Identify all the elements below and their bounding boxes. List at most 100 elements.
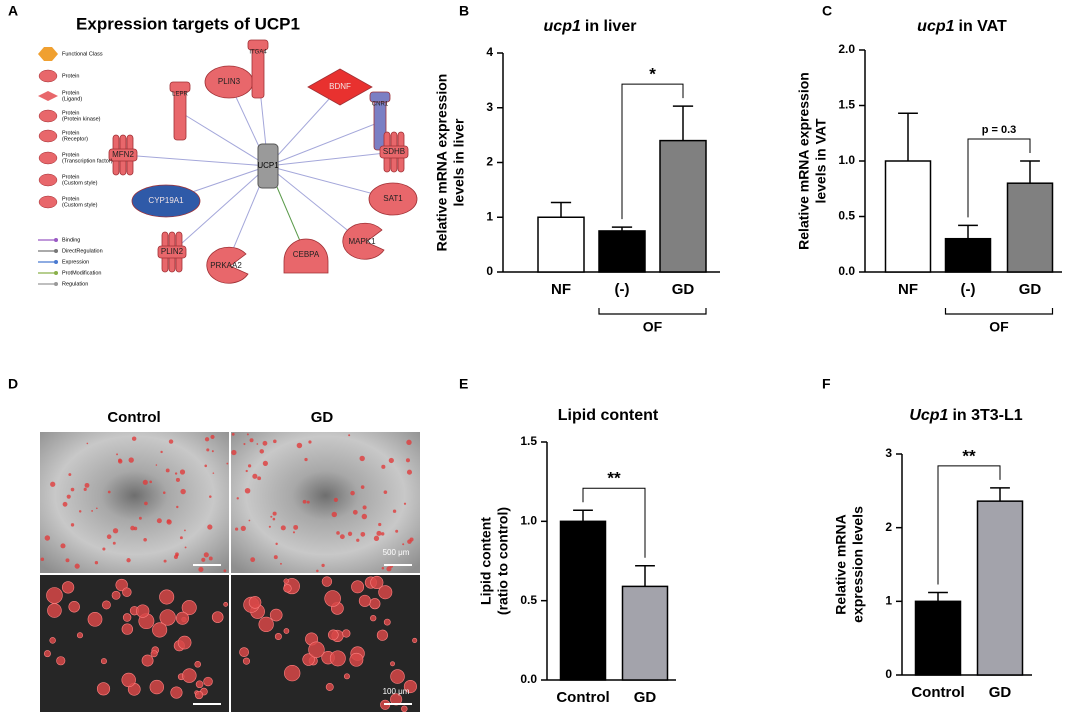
network-node [131,184,201,218]
micrograph-cell [194,660,201,668]
micrograph-cell [76,632,84,639]
group-label: OF [643,319,663,335]
legend-label: Expression [62,259,89,265]
micrograph-cell [168,439,174,444]
micrograph-cell [386,566,392,572]
micrograph-cell [356,538,360,542]
micrograph-cell [212,472,215,474]
legend-icon [38,151,58,165]
micrograph-cell [321,576,333,587]
micrograph-cell [50,481,56,487]
y-tick-label: 2 [486,155,493,169]
image-panel: Control GD 500 μm 100 μm [40,409,420,713]
micrograph-cell [329,650,346,667]
micrograph-cell [159,589,175,605]
network-node-label: PRKAA2 [210,261,242,270]
panel-label: D [8,376,18,392]
micrograph-cell [316,569,319,573]
micrograph-cell [250,557,256,563]
bar [559,520,607,681]
x-tick-label: GD [672,281,695,298]
y-tick-label: 3 [885,446,892,460]
network-node [369,91,391,103]
micrograph-cell [166,519,172,525]
network-edge [122,154,269,167]
micrograph-cell [360,531,366,537]
micrograph-cell [390,661,395,667]
micrograph-cell [131,436,137,441]
micrograph-cell [47,603,62,618]
micrograph-cell [325,683,334,691]
micrograph-cell [70,523,75,527]
legend-edge-end [54,271,58,275]
micrograph-cell [350,490,355,496]
chart-title: ucp1 in VAT [917,18,1007,35]
legend-label: Protein [62,174,79,180]
micrograph [231,432,420,573]
micrograph-cell [235,527,239,531]
micrograph-cell [403,502,407,505]
micrograph-cell [91,510,94,512]
micrograph-cell [361,513,368,520]
micrograph-cell [130,525,135,531]
micrograph-cell [406,469,413,475]
network-node-label: ITGA4 [249,50,267,56]
micrograph-cell [121,672,136,688]
micrograph-cell [245,469,248,473]
micrograph-cell [106,534,112,540]
micrograph-cell [304,457,308,462]
legend-label: (Custom style) [62,202,98,208]
network-node [307,68,373,106]
micrograph-cell [121,623,133,635]
micrograph-cell [412,637,418,643]
micrograph-cell [257,476,262,481]
micrograph-cell [40,557,45,562]
legend-label: Protein [62,130,79,136]
network-node-label: MAPK1 [348,237,376,246]
micrograph-cell [74,563,80,569]
micrograph-cell [211,611,224,623]
x-tick-label: Control [911,684,964,701]
micrograph-cell [62,501,68,507]
micrograph-cell [165,468,170,473]
legend-icon [38,47,58,61]
micrograph-cell [179,469,186,475]
legend-label: (Receptor) [62,136,88,142]
micrograph-cell [152,622,168,638]
bar [914,600,962,676]
micrograph-cell [155,464,158,466]
micrograph-cell [111,590,121,600]
scale-bar-label: 100 μm [383,687,410,696]
legend-label: (Protein kinase) [62,116,101,122]
micrograph-cell [403,680,417,694]
micrograph-cell [60,543,66,549]
chart: ucp1 in liver Relative mRNA expression leve… [434,18,720,335]
y-tick-label: 1.5 [838,98,855,112]
micrograph-cell [112,541,116,545]
x-tick-label: (-) [615,281,630,298]
network-edge [267,151,395,167]
micrograph-cell [280,525,286,531]
micrograph-cell [360,485,365,489]
network-node-label: MFN2 [112,150,134,159]
micrograph-cell [269,608,283,622]
x-tick-label: GD [634,689,657,706]
micrograph-cell [66,494,71,499]
micrograph-cell [206,448,210,452]
micrograph-cell [392,509,397,513]
micrograph-cell [231,449,237,456]
micrograph-cell [203,676,213,687]
micrograph-cell [203,552,209,558]
y-tick-label: 2.0 [838,42,855,56]
micrograph-cell [376,629,388,641]
x-tick-label: GD [989,684,1012,701]
micrograph-cell [143,537,147,542]
network-node [283,238,329,274]
y-tick-label: 1.0 [838,153,855,167]
micrograph-cell [226,462,229,465]
y-tick-label: 3 [486,100,493,114]
chart: ucp1 in VAT Relative mRNA expression levels… [796,18,1062,335]
micrograph-cell [156,518,162,524]
legend-label: DirectRegulation [62,248,103,254]
